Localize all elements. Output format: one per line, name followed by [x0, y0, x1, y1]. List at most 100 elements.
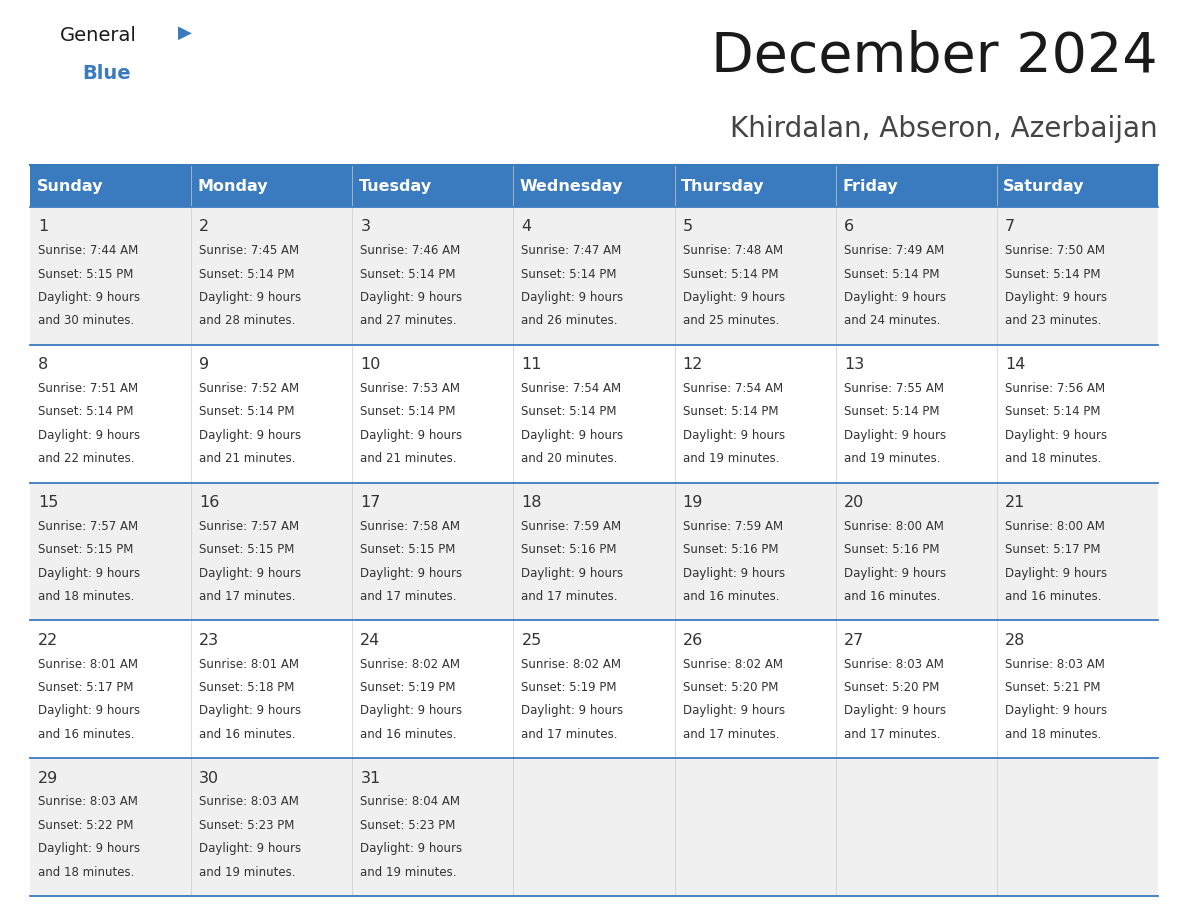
Text: and 19 minutes.: and 19 minutes.: [360, 866, 457, 879]
Text: Daylight: 9 hours: Daylight: 9 hours: [843, 429, 946, 442]
Text: Sunrise: 7:51 AM: Sunrise: 7:51 AM: [38, 382, 138, 395]
Bar: [30, 483, 1158, 621]
Text: Daylight: 9 hours: Daylight: 9 hours: [1005, 291, 1107, 304]
Text: and 22 minutes.: and 22 minutes.: [38, 453, 134, 465]
Text: Blue: Blue: [82, 64, 131, 83]
Text: Sunrise: 8:03 AM: Sunrise: 8:03 AM: [38, 795, 138, 809]
Text: Sunrise: 8:04 AM: Sunrise: 8:04 AM: [360, 795, 460, 809]
Text: Daylight: 9 hours: Daylight: 9 hours: [200, 842, 302, 856]
Text: and 16 minutes.: and 16 minutes.: [200, 728, 296, 741]
Text: Daylight: 9 hours: Daylight: 9 hours: [200, 291, 302, 304]
Text: and 23 minutes.: and 23 minutes.: [1005, 315, 1101, 328]
Text: and 20 minutes.: and 20 minutes.: [522, 453, 618, 465]
Text: Daylight: 9 hours: Daylight: 9 hours: [38, 704, 140, 718]
Text: Sunrise: 8:00 AM: Sunrise: 8:00 AM: [843, 520, 943, 532]
Text: Sunset: 5:14 PM: Sunset: 5:14 PM: [200, 406, 295, 419]
Text: 14: 14: [1005, 357, 1025, 372]
Text: Sunrise: 7:55 AM: Sunrise: 7:55 AM: [843, 382, 943, 395]
Text: Sunset: 5:20 PM: Sunset: 5:20 PM: [683, 681, 778, 694]
Text: Sunrise: 7:50 AM: Sunrise: 7:50 AM: [1005, 244, 1105, 257]
Text: Sunset: 5:14 PM: Sunset: 5:14 PM: [843, 406, 940, 419]
Text: Daylight: 9 hours: Daylight: 9 hours: [360, 291, 462, 304]
Text: Sunset: 5:17 PM: Sunset: 5:17 PM: [38, 681, 133, 694]
Text: 24: 24: [360, 633, 380, 648]
Text: Khirdalan, Abseron, Azerbaijan: Khirdalan, Abseron, Azerbaijan: [731, 115, 1158, 143]
Text: 1: 1: [38, 219, 49, 234]
Text: December 2024: December 2024: [712, 30, 1158, 84]
Text: Daylight: 9 hours: Daylight: 9 hours: [843, 291, 946, 304]
Text: and 24 minutes.: and 24 minutes.: [843, 315, 940, 328]
Text: 15: 15: [38, 495, 58, 510]
Text: 17: 17: [360, 495, 380, 510]
Text: Sunrise: 7:56 AM: Sunrise: 7:56 AM: [1005, 382, 1105, 395]
Text: Sunrise: 7:58 AM: Sunrise: 7:58 AM: [360, 520, 460, 532]
Text: Daylight: 9 hours: Daylight: 9 hours: [683, 704, 785, 718]
Text: Friday: Friday: [842, 178, 898, 194]
Text: and 16 minutes.: and 16 minutes.: [38, 728, 134, 741]
Text: and 19 minutes.: and 19 minutes.: [200, 866, 296, 879]
Text: Sunrise: 7:44 AM: Sunrise: 7:44 AM: [38, 244, 138, 257]
Text: 29: 29: [38, 770, 58, 786]
Text: 10: 10: [360, 357, 380, 372]
Text: 9: 9: [200, 357, 209, 372]
Text: Daylight: 9 hours: Daylight: 9 hours: [360, 429, 462, 442]
Text: Sunset: 5:14 PM: Sunset: 5:14 PM: [522, 268, 617, 281]
Text: and 17 minutes.: and 17 minutes.: [843, 728, 940, 741]
Text: Sunrise: 7:46 AM: Sunrise: 7:46 AM: [360, 244, 461, 257]
Text: 12: 12: [683, 357, 703, 372]
Text: 18: 18: [522, 495, 542, 510]
Text: and 16 minutes.: and 16 minutes.: [1005, 590, 1101, 603]
Text: Sunrise: 8:03 AM: Sunrise: 8:03 AM: [1005, 657, 1105, 671]
Text: 11: 11: [522, 357, 542, 372]
Text: Daylight: 9 hours: Daylight: 9 hours: [360, 704, 462, 718]
Text: 23: 23: [200, 633, 220, 648]
Text: Sunrise: 8:01 AM: Sunrise: 8:01 AM: [200, 657, 299, 671]
Text: 8: 8: [38, 357, 49, 372]
Text: Sunrise: 7:52 AM: Sunrise: 7:52 AM: [200, 382, 299, 395]
Text: 5: 5: [683, 219, 693, 234]
Text: and 19 minutes.: and 19 minutes.: [683, 453, 779, 465]
Bar: [513, 165, 675, 207]
Text: 19: 19: [683, 495, 703, 510]
Text: 16: 16: [200, 495, 220, 510]
Text: 26: 26: [683, 633, 703, 648]
Text: Daylight: 9 hours: Daylight: 9 hours: [200, 704, 302, 718]
Text: Daylight: 9 hours: Daylight: 9 hours: [843, 566, 946, 579]
Text: Daylight: 9 hours: Daylight: 9 hours: [522, 291, 624, 304]
Text: Sunset: 5:14 PM: Sunset: 5:14 PM: [38, 406, 133, 419]
Text: Daylight: 9 hours: Daylight: 9 hours: [38, 291, 140, 304]
Text: 13: 13: [843, 357, 864, 372]
Text: Sunset: 5:22 PM: Sunset: 5:22 PM: [38, 819, 133, 832]
Text: and 16 minutes.: and 16 minutes.: [843, 590, 940, 603]
Text: Daylight: 9 hours: Daylight: 9 hours: [1005, 429, 1107, 442]
Bar: [30, 758, 1158, 896]
Text: Daylight: 9 hours: Daylight: 9 hours: [683, 429, 785, 442]
Text: Saturday: Saturday: [1004, 178, 1085, 194]
Text: Sunset: 5:14 PM: Sunset: 5:14 PM: [683, 268, 778, 281]
Text: 31: 31: [360, 770, 380, 786]
Bar: [30, 621, 1158, 758]
Text: Sunset: 5:14 PM: Sunset: 5:14 PM: [360, 268, 456, 281]
Text: and 21 minutes.: and 21 minutes.: [200, 453, 296, 465]
Text: General: General: [61, 26, 137, 45]
Text: Sunset: 5:19 PM: Sunset: 5:19 PM: [522, 681, 617, 694]
Bar: [353, 165, 513, 207]
Text: and 18 minutes.: and 18 minutes.: [38, 866, 134, 879]
Text: and 18 minutes.: and 18 minutes.: [1005, 728, 1101, 741]
Text: 4: 4: [522, 219, 531, 234]
Text: Sunrise: 8:02 AM: Sunrise: 8:02 AM: [522, 657, 621, 671]
Text: and 17 minutes.: and 17 minutes.: [522, 590, 618, 603]
Text: Sunset: 5:15 PM: Sunset: 5:15 PM: [200, 543, 295, 556]
Text: 22: 22: [38, 633, 58, 648]
Text: Sunrise: 8:03 AM: Sunrise: 8:03 AM: [843, 657, 943, 671]
Text: and 17 minutes.: and 17 minutes.: [360, 590, 457, 603]
Text: Sunrise: 7:59 AM: Sunrise: 7:59 AM: [683, 520, 783, 532]
Text: Sunrise: 7:49 AM: Sunrise: 7:49 AM: [843, 244, 944, 257]
Text: 28: 28: [1005, 633, 1025, 648]
Text: and 17 minutes.: and 17 minutes.: [522, 728, 618, 741]
Text: Daylight: 9 hours: Daylight: 9 hours: [360, 842, 462, 856]
Text: Sunday: Sunday: [37, 178, 103, 194]
Text: Monday: Monday: [197, 178, 268, 194]
Text: 7: 7: [1005, 219, 1015, 234]
Text: Sunrise: 7:45 AM: Sunrise: 7:45 AM: [200, 244, 299, 257]
